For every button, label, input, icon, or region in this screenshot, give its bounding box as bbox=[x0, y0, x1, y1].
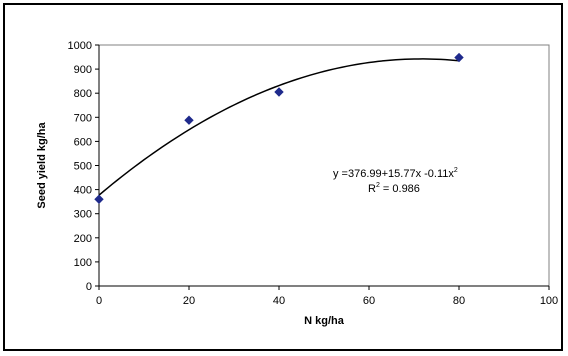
r-squared-exponent: 2 bbox=[376, 182, 380, 189]
x-tick-label: 40 bbox=[273, 295, 285, 307]
y-tick-label: 900 bbox=[74, 64, 92, 76]
data-point bbox=[274, 87, 284, 97]
y-tick-label: 600 bbox=[74, 136, 92, 148]
data-point bbox=[454, 52, 464, 63]
chart-frame: 0 100 200 300 400 500 600 700 800 900 1000 0 20 40 60 8… bbox=[3, 3, 563, 351]
y-tick-label: 1000 bbox=[68, 40, 92, 52]
data-points bbox=[94, 52, 464, 204]
r-squared-r: R bbox=[368, 183, 376, 195]
y-tick-label: 800 bbox=[74, 88, 92, 100]
polynomial-trendline bbox=[98, 58, 460, 196]
equation-text: y =376.99+15.77x -0.11x bbox=[333, 168, 454, 180]
trendline-group bbox=[98, 58, 460, 196]
x-tick-label: 0 bbox=[96, 295, 102, 307]
y-tick-label: 400 bbox=[74, 185, 92, 197]
x-tick-label: 80 bbox=[453, 295, 465, 307]
x-tick-label: 100 bbox=[540, 295, 558, 307]
y-tick-label: 300 bbox=[74, 209, 92, 221]
x-tick-label: 60 bbox=[363, 295, 375, 307]
x-tick-label: 20 bbox=[183, 295, 195, 307]
equation-annotation: y =376.99+15.77x -0.11x2 bbox=[333, 167, 458, 180]
data-point bbox=[94, 194, 104, 204]
axis-ticks: 0 100 200 300 400 500 600 700 800 900 1000 0 20 40 60 8… bbox=[68, 40, 559, 307]
plot-area bbox=[98, 44, 550, 287]
y-tick-label: 0 bbox=[86, 281, 92, 293]
y-tick-label: 200 bbox=[74, 233, 92, 245]
y-tick-label: 100 bbox=[74, 257, 92, 269]
x-axis-title: N kg/ha bbox=[304, 315, 345, 327]
y-tick-label: 700 bbox=[74, 112, 92, 124]
r-squared-annotation: R2 = 0.986 bbox=[368, 182, 420, 195]
scatter-chart: 0 100 200 300 400 500 600 700 800 900 1000 0 20 40 60 8… bbox=[36, 40, 559, 327]
data-point bbox=[184, 115, 194, 125]
equation-exponent: 2 bbox=[454, 167, 458, 174]
r-squared-value: = 0.986 bbox=[380, 183, 420, 195]
plot-border bbox=[98, 44, 550, 287]
y-axis-title: Seed yield kg/ha bbox=[36, 122, 48, 209]
y-tick-label: 500 bbox=[74, 161, 92, 173]
